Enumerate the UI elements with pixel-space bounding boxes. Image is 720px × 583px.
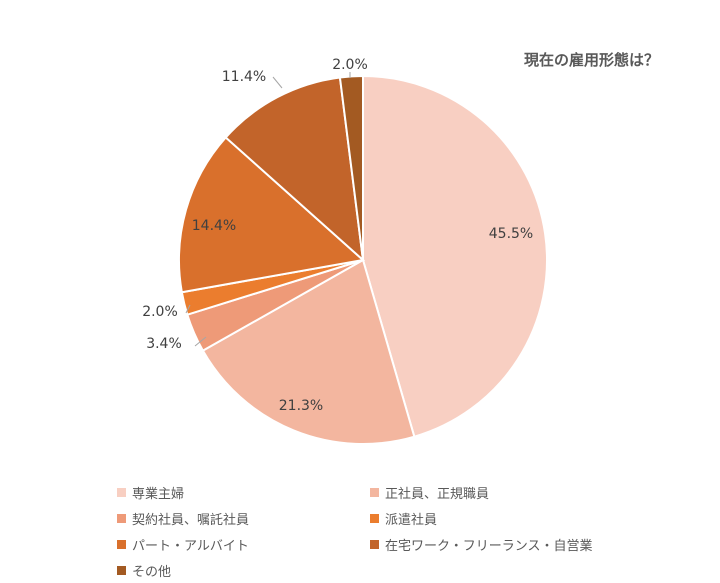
pie-slice [201,258,416,445]
legend-label: その他 [132,565,172,580]
data-label: 45.5% [489,226,533,242]
pie-slice [338,74,364,261]
pie-slice [224,76,365,263]
data-labels: 45.5% 21.3% 3.4% 2.0% 14.4% 11.4% 2.0% [142,57,533,414]
legend-label: 派遣社員 [385,513,438,528]
legend-item: 派遣社員 [370,509,437,528]
legend-swatch [117,514,126,523]
legend-label: 契約社員、嘱託社員 [132,513,250,528]
data-label: 21.3% [279,398,323,414]
legend-label: 専業主婦 [132,487,185,502]
legend-swatch [117,488,126,497]
legend-item: その他 [117,561,171,580]
data-label: 14.4% [192,218,236,234]
pie-slices [178,74,548,445]
pie-slice [362,74,548,438]
legend-label: 正社員、正規職員 [385,487,490,502]
legend-label: 在宅ワーク・フリーランス・自営業 [385,539,593,554]
data-label: 2.0% [142,304,178,320]
data-label: 3.4% [146,336,182,352]
pie-slice [178,136,366,294]
legend-swatch [117,566,126,575]
legend-label: パート・アルバイト [132,539,249,554]
legend-swatch [370,540,379,549]
leader-line [272,76,283,89]
data-label: 11.4% [222,69,266,85]
legend-item: 在宅ワーク・フリーランス・自営業 [370,535,592,554]
chart-title: 現在の雇用形態は？ [524,51,660,69]
data-label: 2.0% [332,57,368,73]
legend-swatch [370,488,379,497]
legend-item: パート・アルバイト [117,535,249,554]
legend-item: 専業主婦 [117,483,184,502]
legend-swatch [370,514,379,523]
leader-lines [185,72,351,347]
leader-line [185,304,191,314]
legend-swatch [117,540,126,549]
legend-item: 正社員、正規職員 [370,483,489,502]
legend-item: 契約社員、嘱託社員 [117,509,249,528]
leader-line [194,336,207,347]
